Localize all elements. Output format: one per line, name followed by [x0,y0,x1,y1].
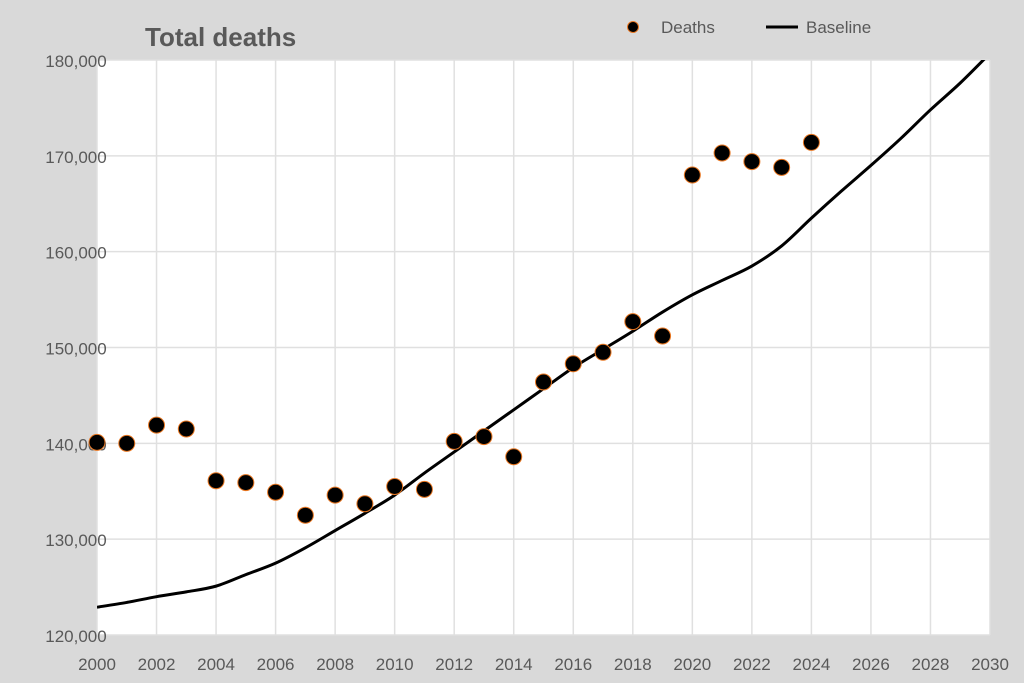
x-tick-label: 2020 [673,655,711,674]
x-tick-label: 2018 [614,655,652,674]
x-tick-label: 2012 [435,655,473,674]
deaths-point-2000 [88,433,106,451]
deaths-point-2010 [386,477,404,495]
deaths-point-2001 [118,434,136,452]
x-tick-label: 2010 [376,655,414,674]
x-tick-label: 2022 [733,655,771,674]
y-tick-label: 180,000 [45,52,106,71]
legend-deaths-marker [627,21,639,33]
y-tick-label: 120,000 [45,627,106,646]
deaths-point-2021 [713,144,731,162]
deaths-point-2008 [326,486,344,504]
legend-deaths-label: Deaths [661,18,715,37]
x-axis: 2000 2002 2004 2006 2008 2010 2012 2014 2016 2018… [78,655,1009,674]
legend-baseline-label: Baseline [806,18,871,37]
y-tick-label: 160,000 [45,244,106,263]
y-tick-label: 130,000 [45,531,106,550]
y-tick-label: 150,000 [45,340,106,359]
deaths-point-2009 [356,495,374,513]
x-tick-label: 2024 [792,655,830,674]
deaths-point-2014 [505,448,523,466]
deaths-point-2011 [415,480,433,498]
deaths-point-2022 [743,153,761,171]
deaths-point-2012 [445,432,463,450]
x-tick-label: 2008 [316,655,354,674]
deaths-point-2020 [683,166,701,184]
deaths-point-2015 [535,373,552,391]
x-tick-label: 2030 [971,655,1009,674]
deaths-point-2002 [148,416,166,434]
x-tick-label: 2026 [852,655,890,674]
deaths-point-2004 [207,472,225,490]
y-axis: 120,000130,000140,000150,000160,000170,0… [45,52,106,646]
deaths-series [88,133,820,524]
deaths-point-2016 [564,355,582,373]
chart-title: Total deaths [145,22,296,52]
deaths-point-2003 [177,420,195,438]
x-tick-label: 2002 [138,655,176,674]
deaths-point-2018 [624,313,642,331]
deaths-point-2019 [654,327,672,345]
y-tick-label: 170,000 [45,148,106,167]
x-tick-label: 2014 [495,655,533,674]
deaths-point-2017 [594,343,612,361]
x-tick-label: 2000 [78,655,116,674]
deaths-point-2007 [296,506,314,524]
deaths-point-2006 [267,483,285,501]
deaths-point-2013 [475,428,493,446]
deaths-point-2024 [802,133,820,151]
gridlines [96,59,991,636]
deaths-point-2005 [237,474,255,492]
x-tick-label: 2028 [912,655,950,674]
x-tick-label: 2004 [197,655,235,674]
deaths-point-2023 [773,158,791,176]
legend: Deaths Baseline [627,18,871,37]
x-tick-label: 2006 [257,655,295,674]
x-tick-label: 2016 [554,655,592,674]
